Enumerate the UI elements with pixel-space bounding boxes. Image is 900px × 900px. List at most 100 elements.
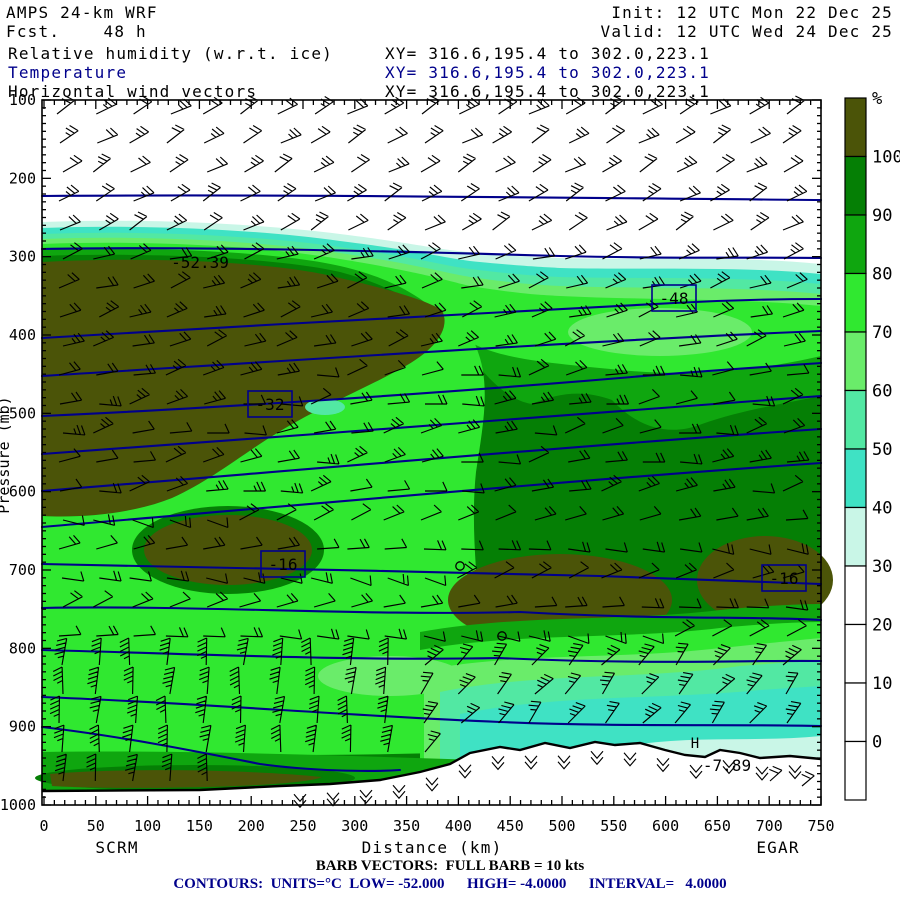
colorbar-label: 0 (872, 733, 882, 753)
valid-time: Valid: 12 UTC Wed 24 Dec 25 (600, 22, 893, 41)
wind-barbs (49, 95, 815, 809)
colorbar-label: 100 (872, 148, 900, 168)
x-tick-label: 400 (445, 817, 472, 835)
temperature-contour-line (40, 648, 823, 663)
contour-label: -48 (660, 289, 689, 308)
x-tick-label: 250 (289, 817, 316, 835)
x-tick-label: 50 (87, 817, 105, 835)
y-tick-label: 500 (9, 404, 36, 422)
model-title: AMPS 24-km WRF (6, 3, 158, 22)
temperature-contour-line (40, 461, 823, 529)
colorbar-swatch (844, 623, 867, 684)
x-end-station: EGAR (756, 838, 799, 857)
colorbar-label: 70 (872, 323, 892, 343)
field-xy-temp: XY= 316.6,195.4 to 302.0,223.1 (385, 63, 710, 82)
temperature-contour-line (40, 725, 402, 772)
colorbar-label: 90 (872, 206, 892, 226)
temperature-contour-line (40, 695, 823, 728)
x-tick-label: 700 (756, 817, 783, 835)
temperature-contour-line (40, 247, 823, 260)
contour-label: -7.89 (703, 756, 751, 775)
colorbar-swatch (844, 389, 867, 450)
y-tick-label: 1000 (0, 796, 36, 814)
contour-label: -16 (269, 555, 298, 574)
temperature-contour-line (40, 394, 823, 456)
x-tick-label: 750 (807, 817, 834, 835)
field-label-wind: Horizontal wind vectors (8, 82, 258, 101)
colorbar-swatch (844, 682, 867, 743)
colorbar-swatch (844, 331, 867, 392)
contour-label-box (260, 550, 306, 578)
contour-label-box (247, 390, 293, 418)
temperature-contour-line (40, 427, 823, 493)
x-tick-label: 450 (497, 817, 524, 835)
barb-legend: BARB VECTORS: FULL BARB = 10 kts (315, 858, 585, 874)
x-start-station: SCRM (95, 838, 138, 857)
rh-region (305, 399, 345, 415)
field-xy-rh: XY= 316.6,195.4 to 302.0,223.1 (385, 44, 710, 63)
y-tick-label: 700 (9, 561, 36, 579)
temperature-contour-line (40, 297, 823, 340)
colorbar-swatch (844, 97, 867, 158)
y-tick-label: 900 (9, 718, 36, 736)
colorbar-label: 80 (872, 265, 892, 285)
contour-legend: CONTOURS: UNITS=°C LOW= -52.000 HIGH= -4… (173, 876, 727, 892)
rh-filled-contours (35, 220, 833, 806)
x-tick-label: 350 (393, 817, 420, 835)
contour-label: -32 (256, 395, 285, 414)
forecast-hour: Fcst. 48 h (6, 22, 147, 41)
colorbar-label: 50 (872, 440, 892, 460)
contour-label: H (691, 736, 699, 752)
x-tick-label: 650 (704, 817, 731, 835)
y-tick-label: 600 (9, 483, 36, 501)
colorbar-label: 60 (872, 382, 892, 402)
y-tick-label: 800 (9, 639, 36, 657)
rh-region (42, 259, 445, 517)
contour-label: -52.39 (171, 253, 229, 272)
rh-region (50, 770, 322, 788)
x-tick-label: 0 (39, 817, 48, 835)
y-tick-label: 400 (9, 326, 36, 344)
temperature-contour-line (40, 329, 823, 378)
contour-label-box (651, 284, 697, 312)
field-label-rh: Relative humidity (w.r.t. ice) (8, 44, 333, 63)
colorbar-swatch (844, 565, 867, 626)
contour-labels: -52.39 -48 -32 -16 -16 H-7.89 (171, 253, 807, 775)
rh-region (318, 656, 462, 696)
x-tick-label: 500 (548, 817, 575, 835)
colorbar-swatch (844, 272, 867, 333)
x-axis-title: Distance (km) (362, 838, 503, 857)
field-xy-wind: XY= 316.6,195.4 to 302.0,223.1 (385, 82, 710, 101)
colorbar-label: 10 (872, 674, 892, 694)
temperature-contour-line (40, 361, 823, 418)
terrain-line (41, 740, 822, 793)
calm-wind-circle (497, 631, 507, 641)
x-tick-label: 550 (600, 817, 627, 835)
x-tick-label: 150 (186, 817, 213, 835)
calm-wind-circle (455, 561, 465, 571)
temperature-contour-line (40, 606, 823, 622)
colorbar-label: 30 (872, 557, 892, 577)
colorbar-swatch (844, 155, 867, 216)
colorbar-label: 20 (872, 616, 892, 636)
colorbar-label: 40 (872, 499, 892, 519)
temperature-contour-line (40, 562, 823, 586)
rh-region (568, 308, 752, 356)
x-tick-label: 100 (134, 817, 161, 835)
colorbar-swatch (844, 506, 867, 567)
x-tick-label: 300 (341, 817, 368, 835)
y-tick-label: 200 (9, 169, 36, 187)
colorbar-swatch (844, 448, 867, 509)
field-label-temp: Temperature (8, 63, 128, 82)
y-axis-title: Pressure (mb) (0, 396, 13, 513)
init-time: Init: 12 UTC Mon 22 Dec 25 (611, 3, 893, 22)
y-tick-label: 100 (9, 91, 36, 109)
colorbar-unit: % (872, 89, 882, 109)
wind-barb-field (49, 95, 815, 809)
x-tick-label: 600 (652, 817, 679, 835)
colorbar-swatch (844, 740, 867, 801)
